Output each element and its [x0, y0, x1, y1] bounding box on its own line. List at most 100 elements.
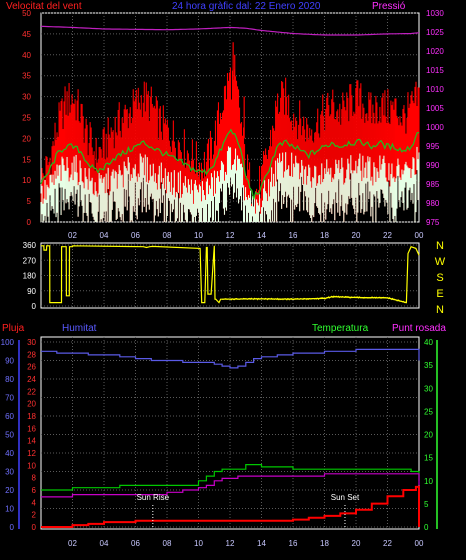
sunrise-label: Sun Rise: [137, 493, 170, 502]
direction-tick-label: 0: [32, 302, 37, 311]
pressure-tick-label: 995: [426, 142, 440, 151]
wind-x-tick-label: 22: [383, 231, 392, 240]
rain-tick-label: 24: [27, 375, 36, 384]
rain-axis-title: Pluja: [2, 323, 25, 334]
climate-x-tick-label: 14: [257, 539, 266, 548]
compass-label: N: [436, 304, 444, 316]
pressure-tick-label: 980: [426, 199, 440, 208]
climate-series-line-humidity: [41, 348, 420, 369]
humidity-tick-label: 60: [5, 412, 14, 421]
rain-tick-label: 8: [32, 474, 37, 483]
wind-x-tick-label: 08: [163, 231, 172, 240]
rain-tick-label: 6: [32, 486, 37, 495]
wind-tick-label: 0: [27, 218, 32, 227]
compass-label: S: [436, 272, 443, 284]
pressure-tick-label: 1015: [426, 66, 444, 75]
compass-label: W: [435, 256, 446, 268]
pressure-tick-label: 990: [426, 161, 440, 170]
rain-tick-label: 12: [27, 449, 36, 458]
wind-tick-label: 35: [22, 72, 31, 81]
wind-tick-label: 30: [22, 93, 31, 102]
wind-x-tick-label: 12: [226, 231, 235, 240]
climate-x-tick-label: 18: [320, 539, 329, 548]
temperature-tick-label: 40: [424, 338, 433, 347]
humidity-tick-label: 50: [5, 431, 14, 440]
pressure-axis-title: Pressió: [372, 1, 406, 12]
climate-x-tick-label: 06: [131, 539, 140, 548]
pressure-tick-label: 1025: [426, 28, 444, 37]
wind-x-tick-label: 18: [320, 231, 329, 240]
humidity-tick-label: 30: [5, 468, 14, 477]
pressure-tick-label: 1000: [426, 123, 444, 132]
direction-tick-label: 180: [23, 272, 37, 281]
wind-tick-label: 45: [22, 30, 31, 39]
pressure-line: [40, 25, 420, 36]
rain-tick-label: 16: [27, 424, 36, 433]
humidity-tick-label: 10: [5, 505, 14, 514]
direction-tick-label: 90: [27, 287, 36, 296]
temperature-axis-title: Temperatura: [312, 323, 369, 334]
climate-x-tick-label: 12: [226, 539, 235, 548]
wind-tick-label: 15: [22, 155, 31, 164]
wind-tick-label: 25: [22, 114, 31, 123]
wind-tick-label: 5: [27, 197, 32, 206]
chart-title: 24 hora gràfic dal: 22 Enero 2020: [172, 1, 321, 12]
climate-series-line-temperature: [41, 464, 420, 491]
rain-tick-label: 14: [27, 437, 36, 446]
humidity-axis-title: Humitat: [62, 323, 97, 334]
wind-x-tick-label: 00: [415, 231, 424, 240]
climate-x-tick-label: 04: [100, 539, 109, 548]
pressure-tick-label: 1030: [426, 9, 444, 18]
wind-x-tick-label: 10: [194, 231, 203, 240]
temperature-tick-label: 25: [424, 407, 433, 416]
rain-tick-label: 20: [27, 400, 36, 409]
temperature-tick-label: 10: [424, 477, 433, 486]
rain-tick-label: 10: [27, 461, 36, 470]
wind-x-tick-label: 02: [68, 231, 77, 240]
wind-x-tick-label: 20: [352, 231, 361, 240]
humidity-tick-label: 0: [10, 523, 15, 532]
rain-tick-label: 0: [32, 523, 37, 532]
humidity-tick-label: 20: [5, 486, 14, 495]
wind-tick-label: 40: [22, 51, 31, 60]
pressure-tick-label: 975: [426, 218, 440, 227]
climate-series-line-rain: [41, 485, 420, 528]
humidity-tick-label: 80: [5, 375, 14, 384]
wind-x-tick-label: 06: [131, 231, 140, 240]
climate-x-tick-label: 00: [415, 539, 424, 548]
pressure-tick-label: 1005: [426, 104, 444, 113]
rain-tick-label: 28: [27, 350, 36, 359]
direction-tick-label: 270: [23, 256, 37, 265]
climate-x-tick-label: 22: [383, 539, 392, 548]
compass-label: E: [436, 288, 443, 300]
climate-x-tick-label: 10: [194, 539, 203, 548]
rain-tick-label: 22: [27, 387, 36, 396]
climate-series-line-temperature-dew: [41, 473, 420, 498]
wind-x-tick-label: 04: [100, 231, 109, 240]
temperature-tick-label: 20: [424, 431, 433, 440]
humidity-tick-label: 70: [5, 394, 14, 403]
wind-average-line: [40, 128, 420, 200]
rain-tick-label: 2: [32, 511, 37, 520]
temperature-tick-label: 35: [424, 361, 433, 370]
temperature-tick-label: 15: [424, 454, 433, 463]
direction-panel-grid: [41, 243, 419, 308]
climate-x-tick-label: 20: [352, 539, 361, 548]
compass-label: N: [436, 240, 444, 252]
pressure-tick-label: 985: [426, 180, 440, 189]
wind-tick-label: 10: [22, 176, 31, 185]
climate-x-tick-label: 02: [68, 539, 77, 548]
pressure-tick-label: 1020: [426, 47, 444, 56]
humidity-tick-label: 90: [5, 357, 14, 366]
sunset-label: Sun Set: [331, 493, 360, 502]
temperature-tick-label: 30: [424, 384, 433, 393]
dew-point-axis-title: Punt rosada: [392, 323, 446, 334]
wind-direction-jitter: [221, 295, 407, 304]
rain-tick-label: 26: [27, 363, 36, 372]
climate-x-tick-label: 08: [163, 539, 172, 548]
pressure-tick-label: 1010: [426, 85, 444, 94]
climate-x-tick-label: 16: [289, 539, 298, 548]
temperature-tick-label: 0: [424, 523, 429, 532]
